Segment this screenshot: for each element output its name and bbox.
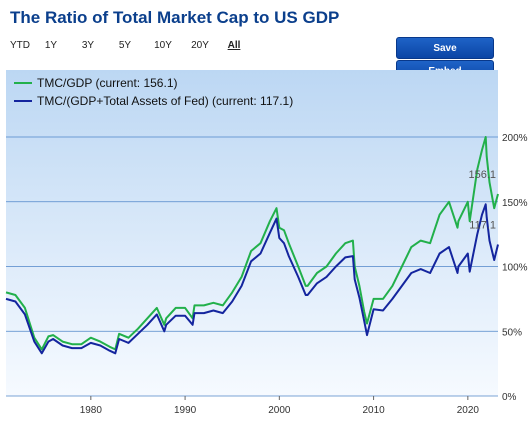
series-line-tmc-gdp-fed [5,203,499,355]
x-tick-label: 1980 [80,405,103,416]
x-tick-label: 2000 [268,405,291,416]
series-lines [5,136,499,355]
series-line-tmc-gdp [5,136,499,351]
range-20y[interactable]: 20Y [191,40,209,51]
range-10y[interactable]: 10Y [154,40,172,51]
range-1y[interactable]: 1Y [44,40,58,51]
current-value-tags: 156.1 117.1 [468,169,496,232]
x-tick-label: 2010 [362,405,385,416]
current-value-tmc-gdp: 156.1 [468,169,496,181]
y-tick-label: 200% [502,133,528,144]
grid-lines [6,136,498,397]
legend-label-tmc-gdp-fed: TMC/(GDP+Total Assets of Fed) (current: … [37,94,294,108]
legend-swatch-tmc-gdp [14,82,32,84]
chart-legend: TMC/GDP (current: 156.1) TMC/(GDP+Total … [14,74,293,110]
current-value-tmc-gdp-fed: 117.1 [469,219,496,231]
range-ytd[interactable]: YTD [10,40,30,51]
y-tick-label: 50% [502,327,522,338]
legend-item-tmc-gdp[interactable]: TMC/GDP (current: 156.1) [14,74,293,92]
x-tick-label: 2020 [457,405,480,416]
range-all[interactable]: All [227,40,241,51]
legend-swatch-tmc-gdp-fed [14,100,32,102]
range-selector: YTD 1Y 3Y 5Y 10Y 20Y All [8,40,250,54]
y-tick-label: 100% [502,263,528,274]
axis-ticks: 0% 50% 100% 150% 200% 1980 1990 2000 2010 2020 [80,133,528,416]
y-tick-label: 150% [502,198,528,209]
range-5y[interactable]: 5Y [118,40,132,51]
save-button[interactable]: Save [396,37,494,59]
plot-area [6,70,498,396]
chart-title: The Ratio of Total Market Cap to US GDP [10,8,340,27]
range-3y[interactable]: 3Y [81,40,95,51]
legend-label-tmc-gdp: TMC/GDP (current: 156.1) [37,76,178,90]
x-tick-label: 1990 [174,405,197,416]
legend-item-tmc-gdp-fed[interactable]: TMC/(GDP+Total Assets of Fed) (current: … [14,92,293,110]
y-tick-label: 0% [502,392,517,403]
